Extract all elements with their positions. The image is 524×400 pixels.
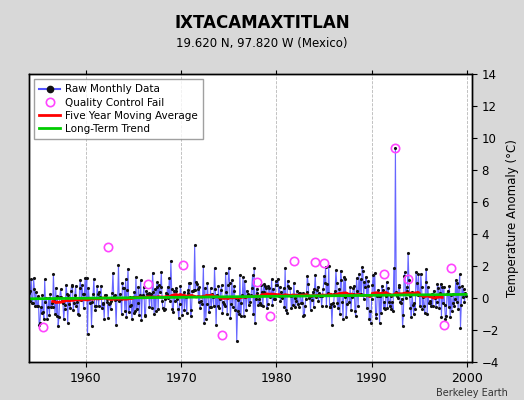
Text: 19.620 N, 97.820 W (Mexico): 19.620 N, 97.820 W (Mexico) — [176, 37, 348, 50]
Y-axis label: Temperature Anomaly (°C): Temperature Anomaly (°C) — [506, 139, 519, 297]
Legend: Raw Monthly Data, Quality Control Fail, Five Year Moving Average, Long-Term Tren: Raw Monthly Data, Quality Control Fail, … — [34, 79, 203, 139]
Text: Berkeley Earth: Berkeley Earth — [436, 388, 508, 398]
Text: IXTACAMAXTITLAN: IXTACAMAXTITLAN — [174, 14, 350, 32]
